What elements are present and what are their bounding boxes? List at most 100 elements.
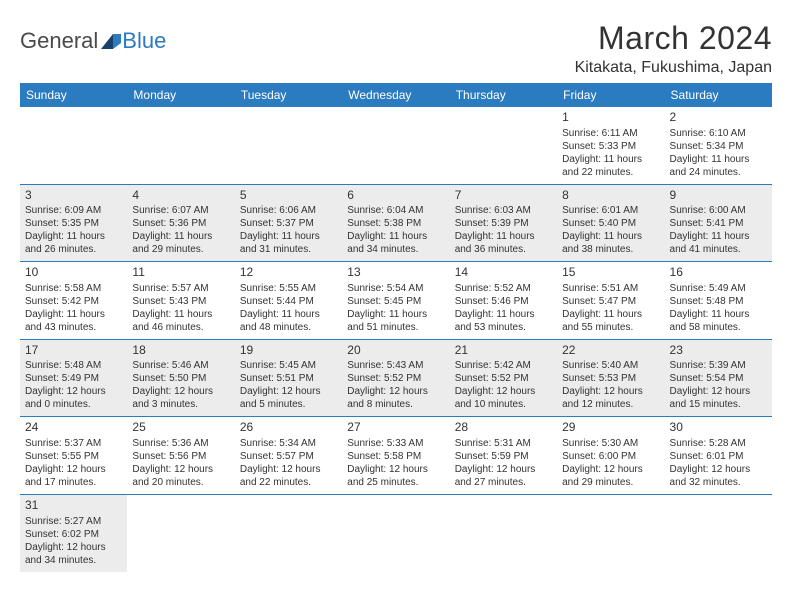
day-cell: 17Sunrise: 5:48 AMSunset: 5:49 PMDayligh…	[20, 339, 127, 417]
day-number: 16	[670, 265, 767, 281]
day-number: 5	[240, 188, 337, 204]
sunrise-text: Sunrise: 5:52 AM	[455, 282, 552, 295]
sunset-text: Sunset: 6:02 PM	[25, 528, 122, 541]
daylight-text: Daylight: 12 hours and 3 minutes.	[132, 385, 229, 411]
week-row: 1Sunrise: 6:11 AMSunset: 5:33 PMDaylight…	[20, 107, 772, 184]
day-number: 25	[132, 420, 229, 436]
dayhead-tue: Tuesday	[235, 83, 342, 107]
title-block: March 2024 Kitakata, Fukushima, Japan	[575, 20, 772, 77]
sunset-text: Sunset: 5:56 PM	[132, 450, 229, 463]
sunrise-text: Sunrise: 6:06 AM	[240, 204, 337, 217]
sunrise-text: Sunrise: 5:31 AM	[455, 437, 552, 450]
sunrise-text: Sunrise: 5:37 AM	[25, 437, 122, 450]
sunset-text: Sunset: 5:41 PM	[670, 217, 767, 230]
daylight-text: Daylight: 11 hours and 48 minutes.	[240, 308, 337, 334]
sunset-text: Sunset: 5:59 PM	[455, 450, 552, 463]
day-cell: 11Sunrise: 5:57 AMSunset: 5:43 PMDayligh…	[127, 262, 234, 340]
daylight-text: Daylight: 11 hours and 51 minutes.	[347, 308, 444, 334]
day-cell: 7Sunrise: 6:03 AMSunset: 5:39 PMDaylight…	[450, 184, 557, 262]
day-number: 15	[562, 265, 659, 281]
day-number: 4	[132, 188, 229, 204]
sunset-text: Sunset: 6:00 PM	[562, 450, 659, 463]
sunrise-text: Sunrise: 5:58 AM	[25, 282, 122, 295]
sunrise-text: Sunrise: 5:45 AM	[240, 359, 337, 372]
week-row: 10Sunrise: 5:58 AMSunset: 5:42 PMDayligh…	[20, 262, 772, 340]
sunrise-text: Sunrise: 6:00 AM	[670, 204, 767, 217]
dayhead-mon: Monday	[127, 83, 234, 107]
sunset-text: Sunset: 5:52 PM	[347, 372, 444, 385]
day-number: 3	[25, 188, 122, 204]
day-cell: 4Sunrise: 6:07 AMSunset: 5:36 PMDaylight…	[127, 184, 234, 262]
calendar-page: General Blue March 2024 Kitakata, Fukush…	[0, 0, 792, 582]
sunset-text: Sunset: 5:58 PM	[347, 450, 444, 463]
sunrise-text: Sunrise: 6:01 AM	[562, 204, 659, 217]
sunrise-text: Sunrise: 6:10 AM	[670, 127, 767, 140]
location-text: Kitakata, Fukushima, Japan	[575, 59, 772, 77]
sunrise-text: Sunrise: 5:49 AM	[670, 282, 767, 295]
sunrise-text: Sunrise: 5:57 AM	[132, 282, 229, 295]
sunset-text: Sunset: 6:01 PM	[670, 450, 767, 463]
sunrise-text: Sunrise: 6:09 AM	[25, 204, 122, 217]
day-number: 29	[562, 420, 659, 436]
dayhead-sun: Sunday	[20, 83, 127, 107]
calendar-body: 1Sunrise: 6:11 AMSunset: 5:33 PMDaylight…	[20, 107, 772, 572]
daylight-text: Daylight: 11 hours and 53 minutes.	[455, 308, 552, 334]
sunrise-text: Sunrise: 5:36 AM	[132, 437, 229, 450]
day-number: 14	[455, 265, 552, 281]
sunset-text: Sunset: 5:43 PM	[132, 295, 229, 308]
sunset-text: Sunset: 5:57 PM	[240, 450, 337, 463]
sunrise-text: Sunrise: 5:54 AM	[347, 282, 444, 295]
dayhead-wed: Wednesday	[342, 83, 449, 107]
day-cell: 29Sunrise: 5:30 AMSunset: 6:00 PMDayligh…	[557, 417, 664, 495]
daylight-text: Daylight: 12 hours and 17 minutes.	[25, 463, 122, 489]
day-cell: 20Sunrise: 5:43 AMSunset: 5:52 PMDayligh…	[342, 339, 449, 417]
day-cell: 22Sunrise: 5:40 AMSunset: 5:53 PMDayligh…	[557, 339, 664, 417]
day-number: 20	[347, 343, 444, 359]
week-row: 31Sunrise: 5:27 AMSunset: 6:02 PMDayligh…	[20, 494, 772, 571]
day-number: 26	[240, 420, 337, 436]
day-number: 28	[455, 420, 552, 436]
day-cell: 5Sunrise: 6:06 AMSunset: 5:37 PMDaylight…	[235, 184, 342, 262]
day-cell: 21Sunrise: 5:42 AMSunset: 5:52 PMDayligh…	[450, 339, 557, 417]
sunset-text: Sunset: 5:40 PM	[562, 217, 659, 230]
sunset-text: Sunset: 5:35 PM	[25, 217, 122, 230]
sunset-text: Sunset: 5:44 PM	[240, 295, 337, 308]
sunrise-text: Sunrise: 5:42 AM	[455, 359, 552, 372]
sunrise-text: Sunrise: 5:43 AM	[347, 359, 444, 372]
sunset-text: Sunset: 5:51 PM	[240, 372, 337, 385]
day-cell: 31Sunrise: 5:27 AMSunset: 6:02 PMDayligh…	[20, 494, 127, 571]
day-cell: 30Sunrise: 5:28 AMSunset: 6:01 PMDayligh…	[665, 417, 772, 495]
daylight-text: Daylight: 12 hours and 32 minutes.	[670, 463, 767, 489]
day-number: 12	[240, 265, 337, 281]
day-number: 10	[25, 265, 122, 281]
day-number: 22	[562, 343, 659, 359]
day-cell: 25Sunrise: 5:36 AMSunset: 5:56 PMDayligh…	[127, 417, 234, 495]
daylight-text: Daylight: 11 hours and 38 minutes.	[562, 230, 659, 256]
sunset-text: Sunset: 5:50 PM	[132, 372, 229, 385]
day-number: 19	[240, 343, 337, 359]
daylight-text: Daylight: 12 hours and 5 minutes.	[240, 385, 337, 411]
day-number: 11	[132, 265, 229, 281]
day-cell: 16Sunrise: 5:49 AMSunset: 5:48 PMDayligh…	[665, 262, 772, 340]
daylight-text: Daylight: 11 hours and 46 minutes.	[132, 308, 229, 334]
sunset-text: Sunset: 5:34 PM	[670, 140, 767, 153]
day-number: 8	[562, 188, 659, 204]
day-number: 9	[670, 188, 767, 204]
day-number: 27	[347, 420, 444, 436]
week-row: 17Sunrise: 5:48 AMSunset: 5:49 PMDayligh…	[20, 339, 772, 417]
day-cell: 3Sunrise: 6:09 AMSunset: 5:35 PMDaylight…	[20, 184, 127, 262]
day-cell: 19Sunrise: 5:45 AMSunset: 5:51 PMDayligh…	[235, 339, 342, 417]
daylight-text: Daylight: 12 hours and 15 minutes.	[670, 385, 767, 411]
dayhead-fri: Friday	[557, 83, 664, 107]
sunrise-text: Sunrise: 5:55 AM	[240, 282, 337, 295]
day-number: 24	[25, 420, 122, 436]
day-cell	[127, 107, 234, 184]
week-row: 3Sunrise: 6:09 AMSunset: 5:35 PM Daylight…	[20, 184, 772, 262]
day-number: 31	[25, 498, 122, 514]
sunset-text: Sunset: 5:46 PM	[455, 295, 552, 308]
sunset-text: Sunset: 5:55 PM	[25, 450, 122, 463]
day-cell	[450, 107, 557, 184]
sunrise-text: Sunrise: 5:51 AM	[562, 282, 659, 295]
sunrise-text: Sunrise: 6:04 AM	[347, 204, 444, 217]
sunrise-text: Sunrise: 6:07 AM	[132, 204, 229, 217]
